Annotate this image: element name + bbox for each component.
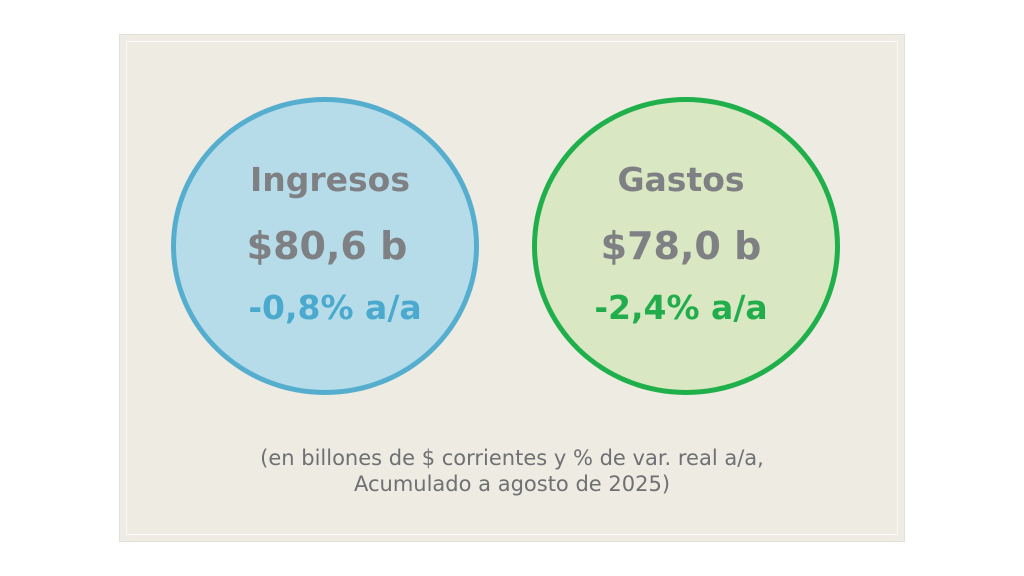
ingresos-title: Ingresos — [249, 160, 410, 199]
footnote: (en billones de $ corrientes y % de var.… — [127, 445, 897, 497]
ingresos-variation: -0,8% a/a — [248, 288, 422, 327]
footnote-line-1: (en billones de $ corrientes y % de var.… — [260, 446, 764, 470]
ingresos-circle: Ingresos $80,6 b -0,8% a/a — [171, 97, 479, 395]
gastos-circle: Gastos $78,0 b -2,4% a/a — [532, 97, 840, 395]
summary-card: Ingresos $80,6 b -0,8% a/a Gastos $78,0 … — [119, 34, 905, 542]
gastos-amount: $78,0 b — [600, 224, 762, 268]
gastos-variation: -2,4% a/a — [594, 288, 768, 327]
ingresos-amount: $80,6 b — [246, 224, 408, 268]
footnote-line-2: Acumulado a agosto de 2025) — [353, 472, 671, 496]
gastos-title: Gastos — [617, 160, 745, 199]
summary-card-inner: Ingresos $80,6 b -0,8% a/a Gastos $78,0 … — [126, 41, 898, 535]
